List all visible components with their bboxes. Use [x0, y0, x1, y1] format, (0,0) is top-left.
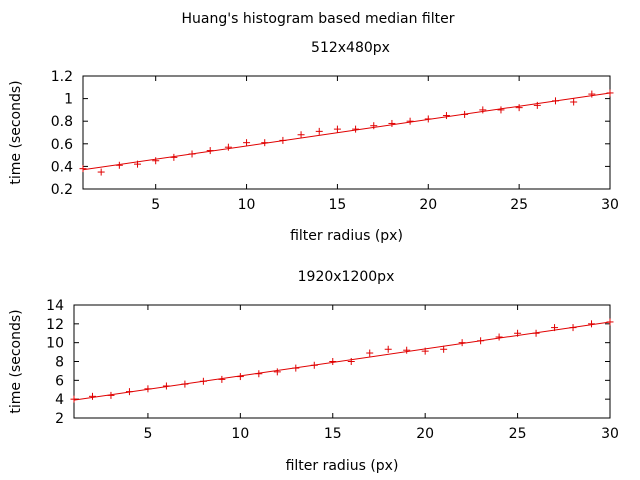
data-point	[384, 345, 392, 353]
data-point	[366, 349, 374, 357]
data-point	[588, 320, 596, 328]
data-point	[477, 337, 485, 345]
data-point	[144, 385, 152, 393]
data-point	[388, 119, 396, 127]
x-tick-label: 20	[416, 426, 434, 442]
data-point	[255, 370, 263, 378]
x-axis-label: filter radius (px)	[290, 228, 403, 244]
data-point	[310, 361, 318, 369]
data-point	[514, 329, 522, 337]
data-point	[497, 106, 505, 114]
x-tick-label: 10	[231, 426, 249, 442]
data-point	[206, 147, 214, 155]
figure-title: Huang's histogram based median filter	[182, 11, 455, 27]
data-point	[181, 380, 189, 388]
data-point	[261, 139, 269, 147]
data-point	[495, 333, 503, 341]
data-point	[551, 97, 559, 105]
y-tick-label: 1	[64, 92, 73, 108]
data-point	[218, 375, 226, 383]
data-point	[79, 165, 87, 173]
data-point	[424, 115, 432, 123]
fit-line	[82, 92, 611, 171]
data-point	[279, 136, 287, 144]
x-tick-label: 30	[601, 197, 619, 213]
data-point	[115, 161, 123, 169]
data-point	[532, 329, 540, 337]
data-point	[606, 89, 614, 97]
chart-title: 1920x1200px	[298, 269, 395, 285]
y-tick-label: 4	[55, 392, 64, 408]
data-point	[569, 324, 577, 332]
y-tick-label: 14	[46, 298, 64, 314]
data-point	[440, 345, 448, 353]
data-point	[243, 139, 251, 147]
x-tick-label: 25	[510, 197, 528, 213]
data-point	[88, 392, 96, 400]
data-point	[588, 90, 596, 98]
data-point	[70, 395, 78, 403]
data-point	[515, 104, 523, 112]
y-tick-label: 0.8	[51, 114, 73, 130]
x-tick-label: 15	[324, 426, 342, 442]
data-point	[347, 358, 355, 365]
data-point	[551, 324, 559, 332]
data-point	[329, 358, 337, 365]
chart-title: 512x480px	[311, 40, 390, 56]
x-tick-label: 5	[151, 197, 160, 213]
data-point	[297, 131, 305, 139]
data-point	[292, 364, 300, 372]
data-point	[370, 122, 378, 130]
y-tick-label: 0.4	[51, 159, 73, 175]
x-tick-label: 5	[143, 426, 152, 442]
x-tick-label: 30	[601, 426, 619, 442]
data-point	[479, 106, 487, 114]
data-point	[570, 98, 578, 106]
data-point	[352, 125, 360, 133]
chart-panel-1920x1200: 1920x1200px 5 10 15 20 25 30 2 4 6 8 10 12 14 filter r…	[8, 269, 619, 474]
x-tick-label: 20	[419, 197, 437, 213]
x-tick-label: 25	[509, 426, 527, 442]
data-point	[224, 143, 232, 151]
data-point	[406, 117, 414, 125]
data-point	[125, 388, 133, 396]
data-point	[606, 318, 614, 326]
data-point	[403, 346, 411, 354]
data-point	[134, 160, 142, 168]
y-tick-label: 0.6	[51, 137, 73, 153]
data-point	[188, 150, 196, 158]
data-point	[97, 168, 105, 176]
fit-line	[73, 321, 611, 401]
data-point	[461, 110, 469, 118]
chart-panel-512x480: 512x480px 5 10 15 20 25 30 0.2 0.4 0.6 0.8 1 1.2 filt…	[8, 40, 619, 244]
data-point	[421, 347, 429, 355]
data-point	[152, 157, 160, 165]
x-axis-label: filter radius (px)	[286, 458, 399, 474]
x-tick-label: 15	[328, 197, 346, 213]
y-tick-label: 12	[46, 317, 64, 333]
y-tick-label: 1.2	[51, 69, 73, 85]
y-tick-label: 6	[55, 373, 64, 389]
data-point	[315, 127, 323, 135]
y-axis-label: time (seconds)	[8, 80, 24, 184]
y-axis-label: time (seconds)	[8, 309, 24, 413]
data-point	[533, 101, 541, 109]
data-point	[236, 373, 244, 381]
data-point	[458, 339, 466, 347]
y-tick-label: 0.2	[51, 182, 73, 198]
y-tick-label: 2	[55, 411, 64, 427]
data-point	[273, 368, 281, 376]
data-point	[199, 377, 207, 385]
y-tick-label: 10	[46, 336, 64, 352]
data-point	[442, 112, 450, 120]
data-point	[333, 125, 341, 133]
data-point	[170, 153, 178, 161]
plot-frame	[82, 75, 611, 190]
data-point	[162, 382, 170, 390]
x-tick-label: 10	[238, 197, 256, 213]
data-point	[107, 391, 115, 399]
y-tick-label: 8	[55, 355, 64, 371]
